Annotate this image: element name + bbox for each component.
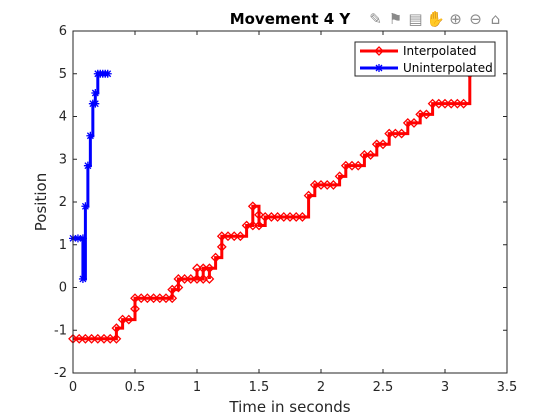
data-point-uninterpolated [91, 99, 100, 108]
data-point-interpolated [328, 179, 339, 190]
legend-marker-interpolated [374, 46, 384, 56]
x-tick-label: 0.5 [125, 380, 146, 395]
x-tick-label: 0 [69, 380, 77, 395]
data-point-interpolated [235, 231, 246, 242]
y-tick-label: 2 [59, 195, 67, 210]
y-tick-label: 5 [59, 67, 67, 82]
y-tick-label: 0 [59, 281, 67, 296]
data-point-interpolated [167, 293, 178, 304]
data-point-interpolated [421, 109, 432, 120]
data-point-uninterpolated [103, 69, 112, 78]
data-point-uninterpolated [83, 161, 92, 170]
x-tick-label: 2.5 [373, 380, 394, 395]
data-point-interpolated [303, 190, 314, 201]
data-point-interpolated [204, 274, 215, 284]
data-point-interpolated [204, 263, 215, 274]
data-point-interpolated [254, 220, 264, 231]
x-tick-label: 1.5 [249, 380, 270, 395]
data-point-interpolated [378, 139, 388, 150]
legend-label-interpolated: Interpolated [403, 44, 477, 58]
data-point-uninterpolated [91, 88, 100, 97]
data-point-interpolated [396, 128, 407, 139]
home-icon[interactable]: ⌂ [490, 10, 501, 28]
data-point-uninterpolated [78, 234, 87, 243]
series-layer [68, 68, 475, 344]
chart-title: Movement 4 Y [230, 10, 352, 28]
y-tick-label: -2 [54, 366, 67, 381]
ticks-layer: 0 0.5 1 1.5 2 2.5 3 3.5 -2 -1 0 1 2 3 4 5 6 [54, 24, 517, 395]
zoom-out-icon[interactable]: ⊖ [469, 10, 482, 28]
data-point-interpolated [365, 150, 376, 160]
pan-hand-icon[interactable]: ✋ [426, 10, 445, 28]
data-point-interpolated [111, 323, 122, 334]
x-tick-label: 1 [193, 380, 201, 395]
data-point-interpolated [210, 252, 221, 263]
x-axis-label: Time in seconds [228, 398, 350, 416]
legend[interactable]: Interpolated Uninterpolated [354, 41, 496, 77]
data-point-interpolated [216, 241, 227, 252]
y-tick-label: 3 [59, 152, 67, 167]
y-tick-label: 6 [59, 24, 67, 39]
plot-area[interactable] [73, 31, 507, 373]
data-point-uninterpolated [86, 131, 95, 140]
y-tick-label: -1 [54, 323, 67, 338]
data-point-interpolated [353, 160, 364, 171]
legend-label-uninterpolated: Uninterpolated [403, 61, 493, 75]
zoom-in-icon[interactable]: ⊕ [449, 10, 462, 28]
y-axis-label: Position [32, 173, 50, 231]
data-point-interpolated [254, 209, 264, 220]
axes-toolbar: ✎ ⚑ ▤ ✋ ⊕ ⊖ ⌂ [366, 10, 505, 29]
data-point-uninterpolated [78, 274, 87, 283]
data-point-interpolated [247, 201, 258, 212]
x-tick-label: 2 [317, 380, 325, 395]
data-point-uninterpolated [81, 202, 90, 211]
x-tick-label: 3 [441, 380, 449, 395]
data-point-interpolated [173, 282, 184, 293]
data-point-interpolated [130, 303, 140, 314]
y-tick-label: 1 [59, 238, 67, 253]
y-tick-label: 4 [59, 110, 67, 125]
data-point-interpolated [297, 212, 308, 222]
data-point-interpolated [334, 171, 345, 182]
data-point-uninterpolated [73, 234, 82, 243]
data-point-interpolated [111, 333, 122, 344]
data-point-interpolated [458, 98, 469, 109]
data-tip-icon[interactable]: ⚑ [388, 10, 403, 28]
brush-icon[interactable]: ✎ [369, 10, 382, 28]
insert-legend-icon[interactable]: ▤ [408, 10, 423, 28]
data-point-interpolated [123, 314, 134, 325]
data-point-interpolated [409, 117, 419, 128]
x-tick-label: 3.5 [497, 380, 518, 395]
legend-marker-uninterpolated [375, 64, 383, 72]
